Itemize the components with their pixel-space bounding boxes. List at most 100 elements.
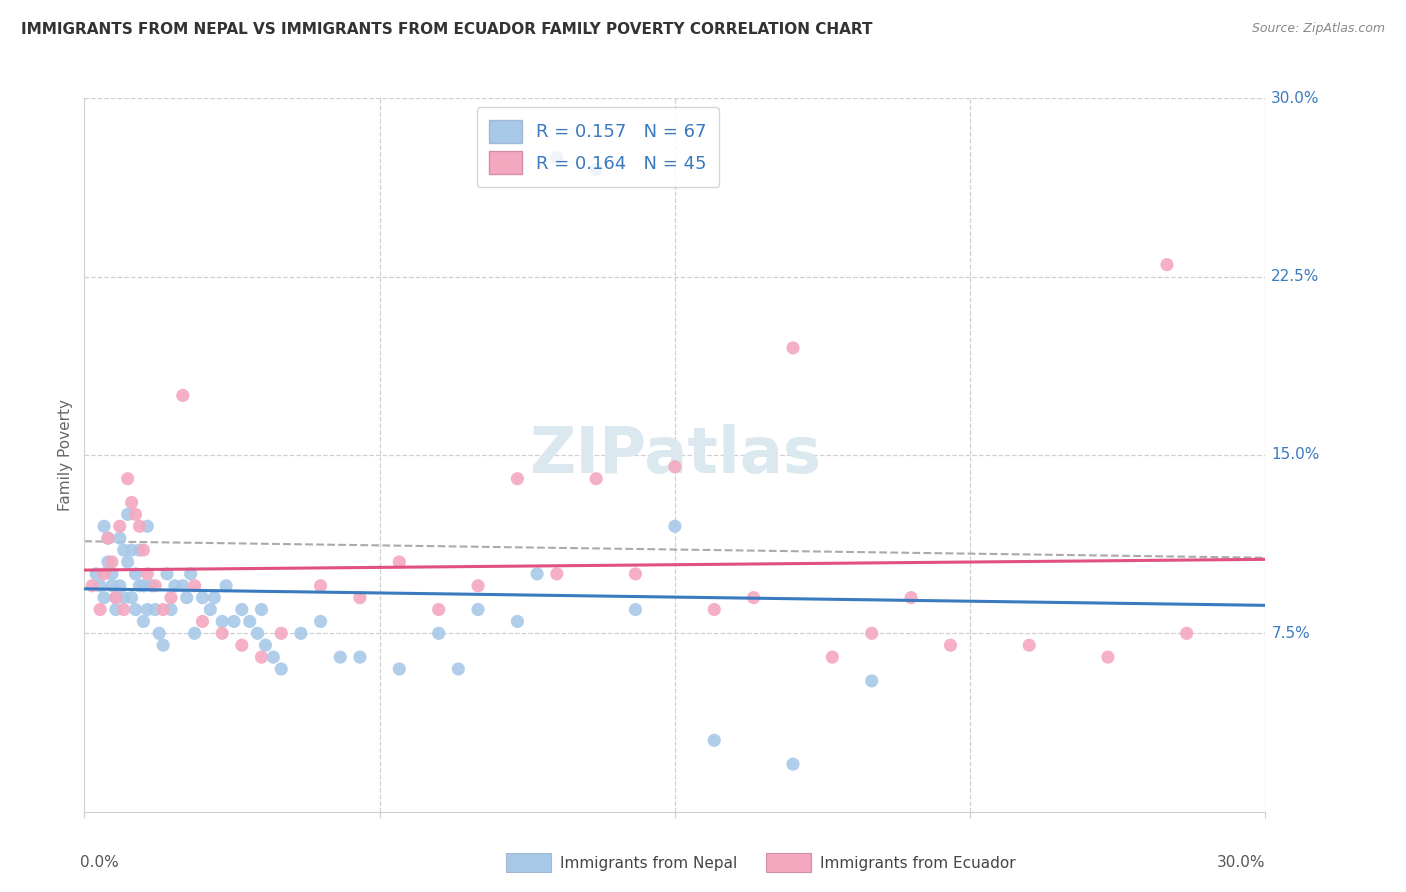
Point <box>148 626 170 640</box>
Point <box>124 508 146 522</box>
Point <box>900 591 922 605</box>
Point <box>309 615 332 629</box>
Point <box>222 615 245 629</box>
Point <box>664 519 686 533</box>
Point <box>447 662 470 676</box>
Point <box>329 650 352 665</box>
Point <box>309 579 332 593</box>
Text: Immigrants from Ecuador: Immigrants from Ecuador <box>820 856 1015 871</box>
Point <box>93 519 115 533</box>
Y-axis label: Family Poverty: Family Poverty <box>58 399 73 511</box>
Point <box>703 602 725 616</box>
Point <box>112 591 135 605</box>
Point <box>703 733 725 747</box>
Point <box>104 591 127 605</box>
Point <box>136 519 159 533</box>
Point <box>152 602 174 616</box>
Point <box>1156 258 1178 272</box>
Point <box>117 508 139 522</box>
Point <box>585 472 607 486</box>
Point <box>250 650 273 665</box>
Text: 15.0%: 15.0% <box>1271 448 1320 462</box>
Point <box>128 543 150 558</box>
Text: IMMIGRANTS FROM NEPAL VS IMMIGRANTS FROM ECUADOR FAMILY POVERTY CORRELATION CHAR: IMMIGRANTS FROM NEPAL VS IMMIGRANTS FROM… <box>21 22 873 37</box>
Point <box>121 495 143 509</box>
Point <box>526 566 548 581</box>
Point <box>254 638 277 652</box>
Point <box>506 472 529 486</box>
Point <box>124 602 146 616</box>
Point <box>128 519 150 533</box>
Point <box>270 626 292 640</box>
Point <box>427 626 450 640</box>
Point <box>104 591 127 605</box>
Point <box>176 591 198 605</box>
Point <box>506 615 529 629</box>
Point <box>172 579 194 593</box>
Point <box>160 602 183 616</box>
Point <box>152 638 174 652</box>
Point <box>215 579 238 593</box>
Point <box>624 566 647 581</box>
Point <box>112 543 135 558</box>
Point <box>191 615 214 629</box>
Point <box>136 566 159 581</box>
Point <box>97 531 120 545</box>
Point <box>132 579 155 593</box>
Point <box>136 602 159 616</box>
Point <box>200 602 222 616</box>
Text: ZIPatlas: ZIPatlas <box>529 424 821 486</box>
Point <box>82 579 104 593</box>
Point <box>821 650 844 665</box>
Point <box>112 602 135 616</box>
Point <box>467 602 489 616</box>
Point <box>742 591 765 605</box>
Point <box>101 579 124 593</box>
Point <box>101 555 124 569</box>
Point <box>93 591 115 605</box>
Point <box>143 579 166 593</box>
Point <box>239 615 262 629</box>
Point <box>349 650 371 665</box>
Point <box>585 162 607 177</box>
Point <box>89 602 111 616</box>
Point <box>202 591 225 605</box>
Point <box>124 566 146 581</box>
Point <box>782 341 804 355</box>
Point <box>160 591 183 605</box>
Legend: R = 0.157   N = 67, R = 0.164   N = 45: R = 0.157 N = 67, R = 0.164 N = 45 <box>477 107 720 187</box>
Point <box>250 602 273 616</box>
Text: 30.0%: 30.0% <box>1218 855 1265 870</box>
Point <box>231 602 253 616</box>
Point <box>180 566 202 581</box>
Point <box>860 673 883 688</box>
Point <box>939 638 962 652</box>
Text: Immigrants from Nepal: Immigrants from Nepal <box>560 856 737 871</box>
Point <box>211 626 233 640</box>
Point <box>246 626 269 640</box>
Text: 22.5%: 22.5% <box>1271 269 1320 284</box>
Point <box>1018 638 1040 652</box>
Point <box>546 566 568 581</box>
Point <box>108 579 131 593</box>
Point <box>388 555 411 569</box>
Point <box>624 602 647 616</box>
Point <box>172 388 194 402</box>
Point <box>183 626 205 640</box>
Point <box>141 579 163 593</box>
Point <box>231 638 253 652</box>
Point <box>349 591 371 605</box>
Point <box>156 566 179 581</box>
Text: 0.0%: 0.0% <box>80 855 120 870</box>
Point <box>191 591 214 605</box>
Point <box>132 615 155 629</box>
Point <box>132 543 155 558</box>
Point <box>664 459 686 474</box>
Point <box>183 579 205 593</box>
Point <box>93 566 115 581</box>
Text: Source: ZipAtlas.com: Source: ZipAtlas.com <box>1251 22 1385 36</box>
Point <box>211 615 233 629</box>
Point <box>427 602 450 616</box>
Point <box>84 566 107 581</box>
Point <box>290 626 312 640</box>
